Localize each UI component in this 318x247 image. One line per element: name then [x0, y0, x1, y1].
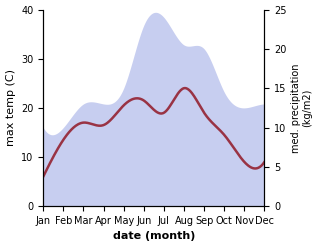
X-axis label: date (month): date (month) — [113, 231, 195, 242]
Y-axis label: med. precipitation
(kg/m2): med. precipitation (kg/m2) — [291, 63, 313, 153]
Y-axis label: max temp (C): max temp (C) — [5, 69, 16, 146]
